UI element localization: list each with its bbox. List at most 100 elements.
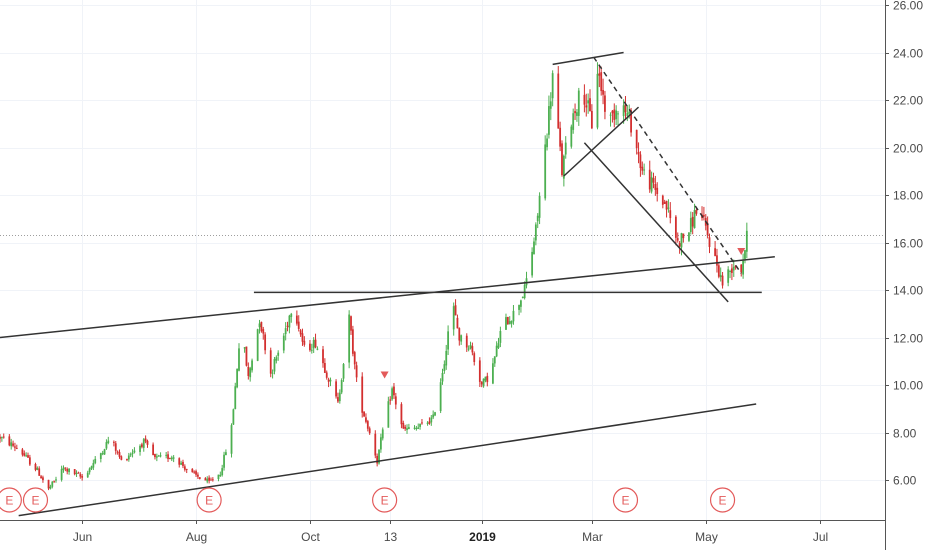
candle-body xyxy=(206,478,209,482)
candle-body xyxy=(169,458,171,460)
candle-body xyxy=(626,112,629,117)
candle-body xyxy=(688,232,690,241)
candle-body xyxy=(53,480,56,482)
candle-body xyxy=(508,321,511,325)
candle-body xyxy=(131,452,134,454)
candle-body xyxy=(676,238,679,241)
candle-body xyxy=(118,452,121,457)
earnings-marker[interactable]: E xyxy=(372,487,398,513)
candle-body xyxy=(381,429,384,439)
candle-body xyxy=(90,466,93,469)
earnings-marker[interactable]: E xyxy=(196,487,222,513)
candle-body xyxy=(667,207,670,209)
candle-body xyxy=(531,251,534,276)
candle-body xyxy=(247,366,250,376)
candle-body xyxy=(421,422,423,424)
trend-lines[interactable] xyxy=(0,51,775,517)
candle-body xyxy=(245,346,248,366)
candle-body xyxy=(480,381,483,385)
candle-body xyxy=(15,447,18,449)
candle-body xyxy=(86,472,89,478)
candle-body xyxy=(404,426,407,429)
candle-body xyxy=(445,350,448,366)
candle-body xyxy=(439,382,442,412)
candle-body xyxy=(126,459,128,461)
lower-channel-line[interactable] xyxy=(18,403,757,517)
candle-body xyxy=(172,457,175,459)
candle-body xyxy=(236,368,239,388)
earnings-marker[interactable]: E xyxy=(0,487,22,513)
candle-body xyxy=(309,343,311,351)
time-axis[interactable]: Jun Aug Oct 13 2019 Mar May Jul xyxy=(0,520,885,544)
earnings-marker[interactable]: E xyxy=(22,487,49,513)
candle-body xyxy=(353,352,356,365)
flag-bottom-line[interactable] xyxy=(563,106,640,177)
candle-body xyxy=(275,357,278,361)
candle-body xyxy=(493,356,496,364)
candle-body xyxy=(374,433,377,456)
candle-body xyxy=(583,94,586,105)
earnings-label: E xyxy=(31,494,39,508)
candle-body xyxy=(120,456,123,460)
upper-channel-line[interactable] xyxy=(0,256,775,339)
price-tick-label: 18.00 xyxy=(893,189,923,203)
time-tick-label: Jun xyxy=(73,530,92,544)
candle-body xyxy=(262,329,265,334)
price-axis[interactable]: 6.00 8.00 10.00 12.00 14.00 16.00 18.00 20.00 22… xyxy=(885,0,923,550)
candle-body xyxy=(604,95,606,112)
candle-body xyxy=(652,178,655,183)
candle-body xyxy=(549,101,552,109)
candle-body xyxy=(183,466,186,470)
candle-body xyxy=(415,427,418,430)
candle-body xyxy=(297,321,300,329)
earnings-circle-icon xyxy=(372,487,398,513)
candle-body xyxy=(680,233,683,248)
candle-body xyxy=(589,98,591,112)
earnings-marker[interactable]: E xyxy=(709,487,736,513)
candle-body xyxy=(378,449,380,464)
candle-body xyxy=(159,455,162,457)
candle-body xyxy=(486,375,489,383)
candle-body xyxy=(316,348,319,350)
candle-body xyxy=(587,100,590,104)
candle-body xyxy=(469,345,472,349)
candle-body xyxy=(365,417,367,422)
candle-body xyxy=(127,455,130,460)
candle-body xyxy=(8,436,11,446)
falling-resistance-dashed-line[interactable] xyxy=(593,56,742,274)
candle-body xyxy=(716,255,718,266)
candle-body xyxy=(740,264,743,273)
candle-body xyxy=(525,278,528,286)
candle-body xyxy=(727,269,730,283)
candle-body xyxy=(146,440,149,445)
candle-body xyxy=(729,270,731,272)
candle-body xyxy=(708,237,711,247)
earnings-marker[interactable]: E xyxy=(612,487,639,513)
candle-body xyxy=(144,438,147,442)
candle-body xyxy=(366,421,369,429)
candle-body xyxy=(460,335,463,342)
candle-body xyxy=(613,109,616,120)
falling-wedge-line[interactable] xyxy=(583,142,729,303)
candle-body xyxy=(361,376,364,413)
candle-body xyxy=(570,126,573,147)
candle-body xyxy=(639,154,642,169)
candle-body xyxy=(518,305,520,310)
candle-body xyxy=(538,195,541,218)
flag-top-line[interactable] xyxy=(552,51,624,66)
candle-body xyxy=(286,325,289,327)
candle-body xyxy=(116,451,119,453)
candle-body xyxy=(742,260,745,275)
candle-body xyxy=(92,463,95,468)
candle-body xyxy=(256,329,259,361)
time-tick-label: Oct xyxy=(301,530,320,544)
candle-body xyxy=(430,417,433,423)
candle-body xyxy=(234,386,237,409)
candle-body xyxy=(654,183,657,190)
candle-body xyxy=(340,380,343,393)
candle-body xyxy=(520,300,522,307)
candle-body xyxy=(28,457,31,465)
candle-body xyxy=(75,472,78,474)
